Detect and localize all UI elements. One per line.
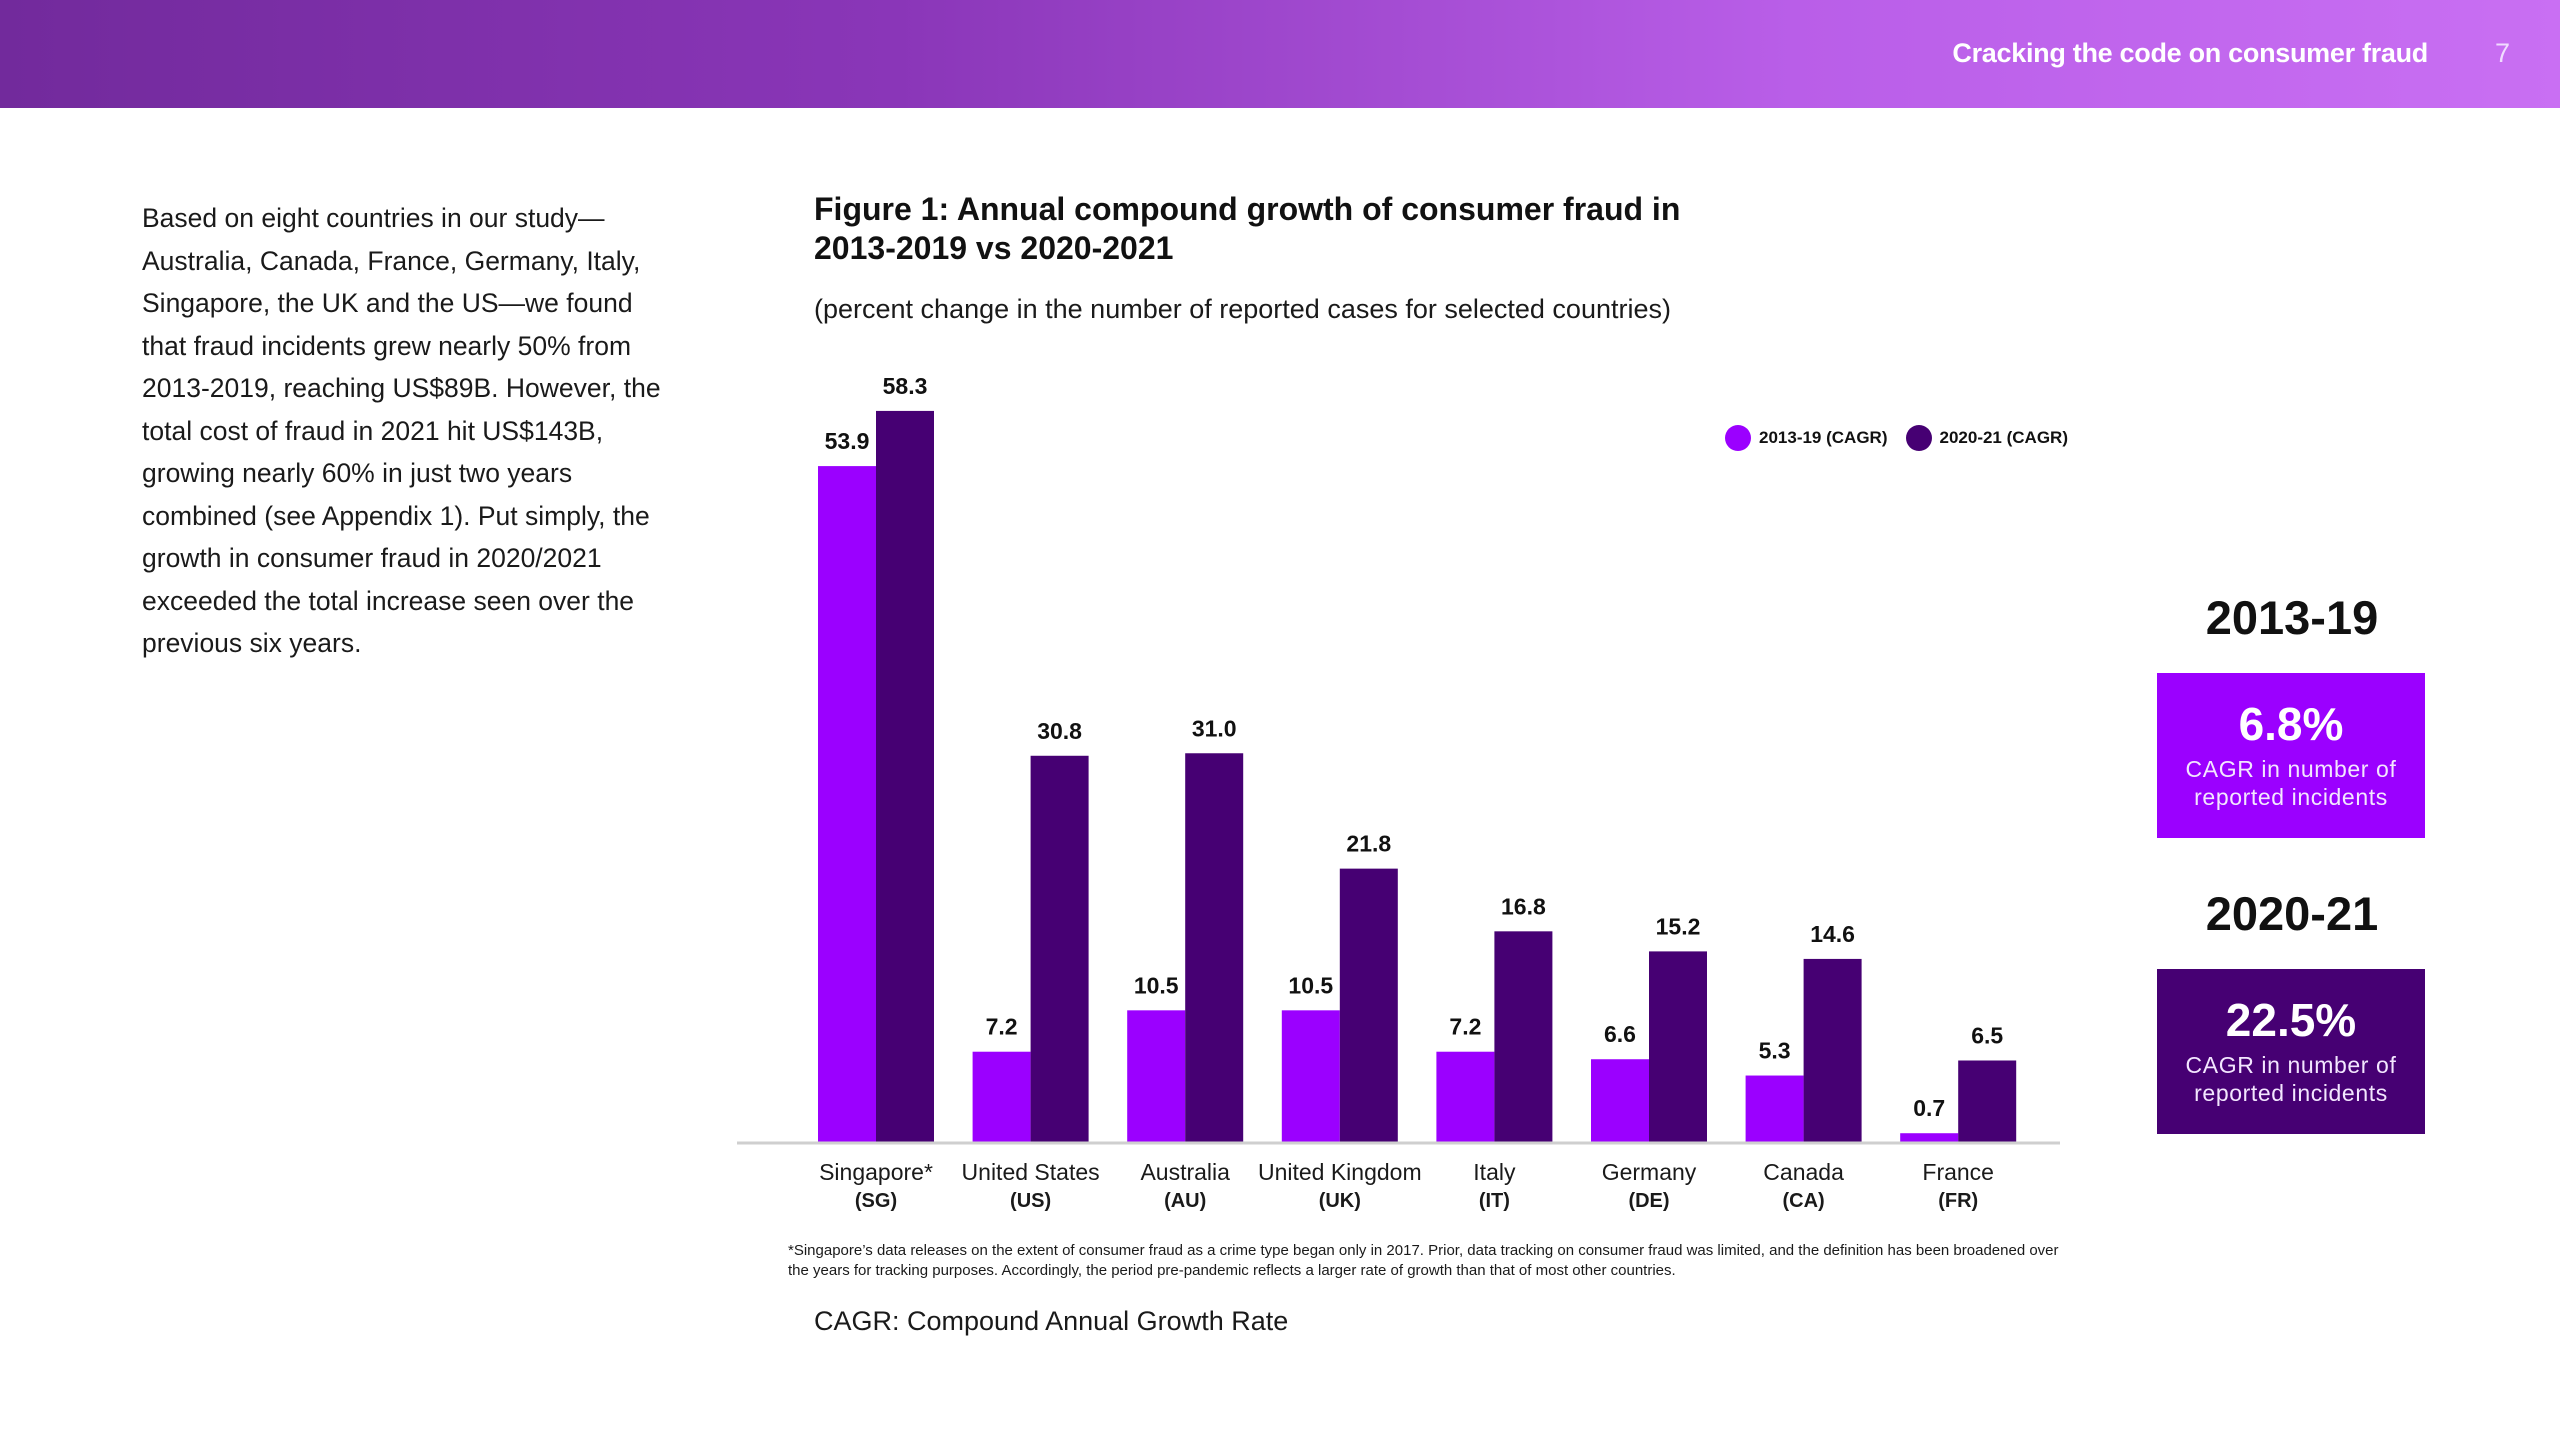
data-label: 31.0 — [1192, 715, 1237, 741]
summary-value: 22.5% — [2225, 994, 2357, 1046]
summary-description: CAGR in number of reported incidents — [2185, 1052, 2397, 1106]
legend-swatch-2020-21 — [1905, 425, 1932, 451]
chart-subtitle: (percent change in the number of reporte… — [814, 294, 1671, 324]
legend-swatch-2013-19 — [1725, 425, 1751, 451]
bar-2020-21 — [1185, 753, 1244, 1142]
bar-2020-21 — [1958, 1060, 2017, 1142]
bar-2013-19 — [972, 1051, 1031, 1142]
legend-label: 2013-19 (CAGR) — [1759, 428, 1888, 447]
data-label: 6.6 — [1604, 1021, 1636, 1047]
x-tick-label: United States — [962, 1159, 1100, 1185]
summary-period-2013-19: 2013-19 — [2205, 591, 2379, 644]
summary-description: CAGR in number of reported incidents — [2185, 756, 2397, 810]
bar-2020-21 — [1803, 958, 1862, 1142]
bar-2020-21 — [1339, 868, 1398, 1142]
data-label: 7.2 — [1449, 1014, 1481, 1040]
legend-label: 2020-21 (CAGR) — [1939, 428, 2069, 447]
legend-item-2013-19: 2013-19 (CAGR) — [1725, 425, 1888, 451]
data-label: 16.8 — [1501, 893, 1546, 919]
chart-legend: 2013-19 (CAGR) 2020-21 (CAGR) — [1725, 425, 2086, 451]
bar-2013-19 — [1745, 1075, 1804, 1142]
data-label: 10.5 — [1134, 972, 1179, 998]
data-label: 14.6 — [1810, 921, 1855, 947]
summary-box-2020-21: 22.5% CAGR in number of reported inciden… — [2157, 969, 2425, 1134]
data-label: 21.8 — [1346, 831, 1391, 857]
data-label: 15.2 — [1656, 913, 1701, 939]
x-tick-label: Canada — [1763, 1159, 1844, 1185]
data-label: 10.5 — [1288, 972, 1333, 998]
x-tick-code: (AU) — [1164, 1190, 1206, 1212]
bar-2020-21 — [1030, 755, 1089, 1142]
body-paragraph: Based on eight countries in our study—Au… — [142, 203, 661, 658]
bar-2013-19 — [818, 466, 876, 1142]
x-tick-label: Australia — [1140, 1159, 1230, 1185]
data-label: 53.9 — [825, 428, 870, 454]
chart-footnote: *Singapore’s data releases on the extent… — [788, 1242, 2059, 1279]
bar-2013-19 — [1127, 1010, 1186, 1142]
x-tick-label: Singapore* — [819, 1159, 933, 1185]
x-tick-label: Italy — [1473, 1159, 1516, 1185]
chart-title: Figure 1: Annual compound growth of cons… — [814, 191, 1681, 266]
x-tick-code: (SG) — [855, 1190, 897, 1212]
cagr-definition: CAGR: Compound Annual Growth Rate — [814, 1306, 1289, 1336]
summary-box-2013-19: 6.8% CAGR in number of reported incident… — [2157, 673, 2425, 838]
data-label: 58.3 — [883, 373, 928, 399]
x-tick-label: United Kingdom — [1258, 1159, 1422, 1185]
summary-value: 6.8% — [2238, 698, 2344, 750]
data-label: 6.5 — [1971, 1022, 2003, 1048]
data-label: 0.7 — [1913, 1095, 1945, 1121]
bar-2013-19 — [1591, 1059, 1649, 1142]
report-title: Cracking the code on consumer fraud — [1952, 38, 2428, 68]
bar-2013-19 — [1436, 1051, 1495, 1142]
x-tick-code: (US) — [1010, 1190, 1051, 1212]
bar-2020-21 — [1649, 951, 1707, 1142]
x-tick-code: (CA) — [1782, 1190, 1824, 1212]
page-number: 7 — [2494, 38, 2510, 68]
legend-item-2020-21: 2020-21 (CAGR) — [1905, 425, 2069, 451]
bar-2020-21 — [1494, 931, 1553, 1142]
bar-2013-19 — [1900, 1133, 1959, 1142]
x-tick-code: (DE) — [1628, 1190, 1669, 1212]
x-tick-label: France — [1922, 1159, 1994, 1185]
header-bar: Cracking the code on consumer fraud 7 — [0, 0, 2560, 108]
x-tick-label: Germany — [1602, 1159, 1697, 1185]
x-tick-code: (FR) — [1938, 1190, 1978, 1212]
bar-2013-19 — [1281, 1010, 1340, 1142]
data-label: 7.2 — [986, 1014, 1018, 1040]
bar-2020-21 — [876, 410, 934, 1143]
summary-period-2020-21: 2020-21 — [2205, 887, 2379, 940]
data-label: 30.8 — [1037, 718, 1082, 744]
data-label: 5.3 — [1759, 1038, 1791, 1064]
x-tick-code: (UK) — [1319, 1190, 1361, 1212]
x-tick-code: (IT) — [1479, 1190, 1510, 1212]
